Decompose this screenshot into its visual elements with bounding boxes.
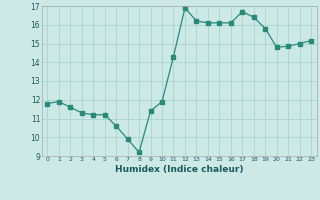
X-axis label: Humidex (Indice chaleur): Humidex (Indice chaleur) bbox=[115, 165, 244, 174]
